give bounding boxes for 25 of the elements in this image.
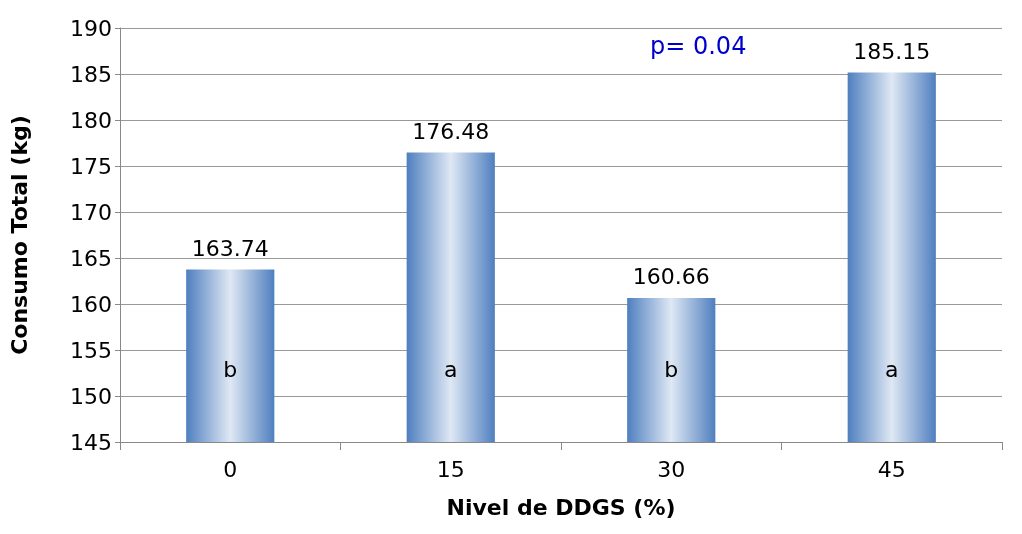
data-label: 185.15 bbox=[853, 39, 931, 65]
y-tick-label: 150 bbox=[70, 383, 112, 409]
y-tick-label: 170 bbox=[70, 199, 112, 225]
data-label: 163.74 bbox=[191, 236, 269, 262]
annotation: b bbox=[664, 357, 679, 383]
annotation: b bbox=[223, 357, 238, 383]
y-tick-label: 155 bbox=[70, 337, 112, 363]
y-tick-label: 145 bbox=[70, 429, 112, 455]
y-tick-label: 180 bbox=[70, 107, 112, 133]
y-axis-title: Consumo Total (kg) bbox=[6, 115, 32, 355]
x-tick-label: 0 bbox=[223, 456, 238, 482]
data-label: 176.48 bbox=[412, 118, 490, 144]
x-tick-label: 45 bbox=[877, 456, 906, 482]
annotation: a bbox=[444, 357, 458, 383]
y-tick-label: 165 bbox=[70, 245, 112, 271]
y-tick-label: 185 bbox=[70, 61, 112, 87]
x-tick-label: 15 bbox=[436, 456, 465, 482]
data-label: 160.66 bbox=[632, 264, 710, 290]
x-axis-title: Nivel de DDGS (%) bbox=[446, 494, 676, 520]
annotation: a bbox=[885, 357, 899, 383]
x-tick-label: 30 bbox=[657, 456, 686, 482]
y-tick-label: 190 bbox=[70, 15, 112, 41]
y-tick-label: 175 bbox=[70, 153, 112, 179]
annotation: p= 0.04 bbox=[650, 32, 747, 60]
y-tick-label: 160 bbox=[70, 291, 112, 317]
